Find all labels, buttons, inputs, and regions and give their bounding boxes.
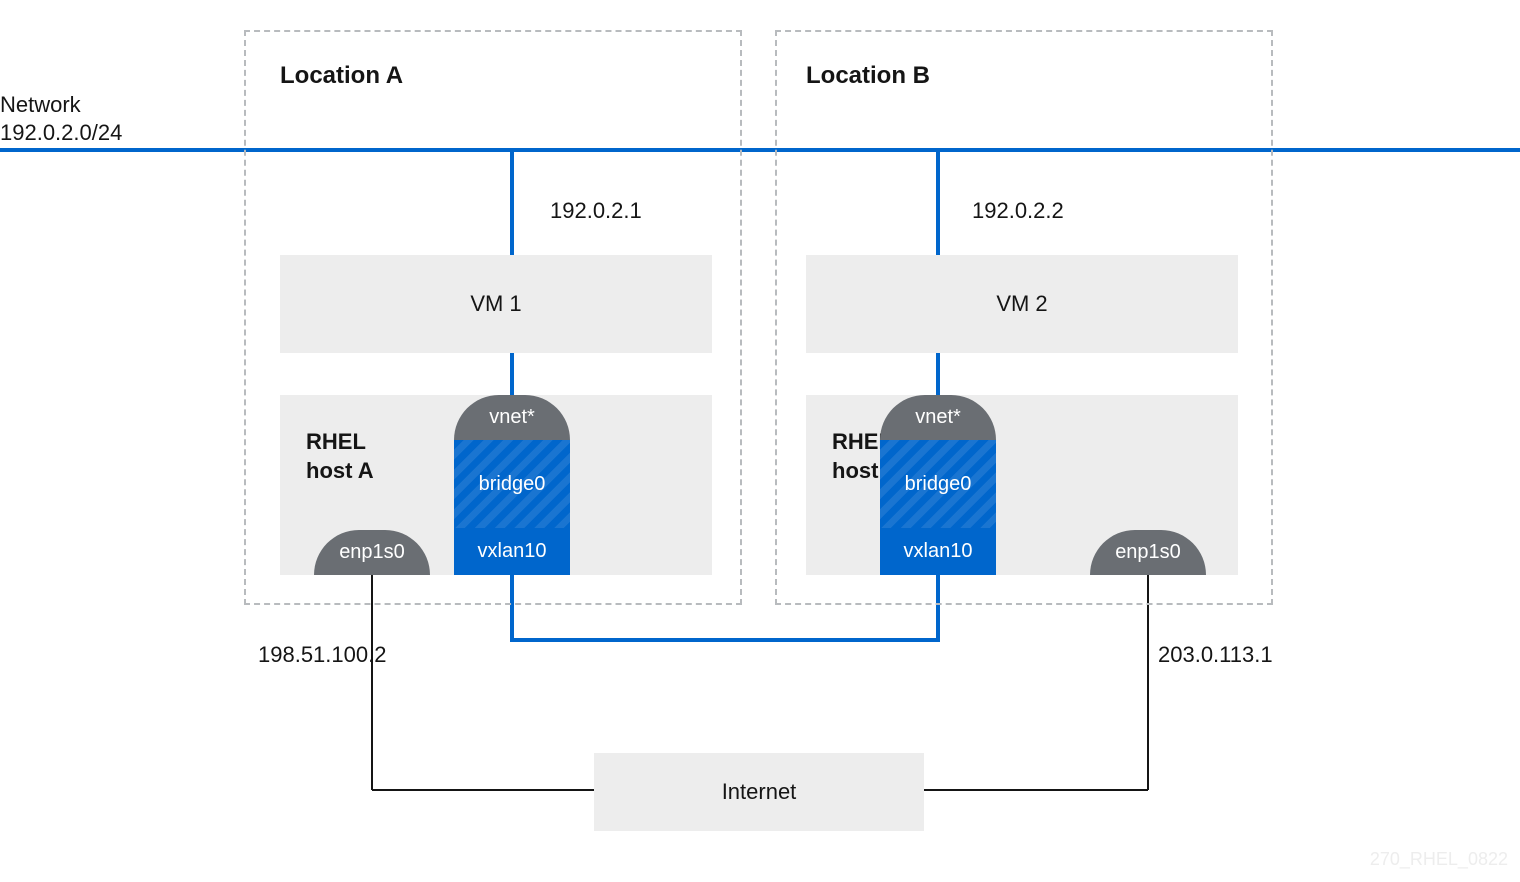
connection-lines — [0, 0, 1520, 882]
vm-b-box: VM 2 — [806, 255, 1238, 353]
vxlan-a-label: vxlan10 — [478, 540, 547, 563]
vxlan-b-label: vxlan10 — [904, 540, 973, 563]
loc-a-ip-bottom: 198.51.100.2 — [258, 642, 386, 668]
vxlan-a: vxlan10 — [454, 528, 570, 575]
loc-a-ip-top: 192.0.2.1 — [550, 198, 642, 224]
location-a-title: Location A — [280, 62, 403, 90]
internet-box: Internet — [594, 753, 924, 831]
network-title: Network — [0, 92, 81, 118]
vnet-b-label: vnet* — [915, 406, 961, 429]
vnet-a-label: vnet* — [489, 406, 535, 429]
vm-a-label: VM 1 — [470, 291, 521, 317]
bridge-a-label: bridge0 — [479, 473, 546, 496]
loc-b-ip-top: 192.0.2.2 — [972, 198, 1064, 224]
bridge-b: bridge0 — [880, 440, 996, 528]
bridge-b-label: bridge0 — [905, 473, 972, 496]
watermark: 270_RHEL_0822 — [1370, 849, 1508, 870]
enp-b-label: enp1s0 — [1115, 541, 1181, 564]
vm-b-label: VM 2 — [996, 291, 1047, 317]
vm-a-box: VM 1 — [280, 255, 712, 353]
enp-a-label: enp1s0 — [339, 541, 405, 564]
network-cidr: 192.0.2.0/24 — [0, 120, 122, 146]
bridge-a: bridge0 — [454, 440, 570, 528]
location-b-title: Location B — [806, 62, 930, 90]
internet-label: Internet — [722, 779, 797, 805]
host-a-label: RHEL host A — [306, 428, 374, 485]
diagram-canvas: Network 192.0.2.0/24 Location A Location… — [0, 0, 1520, 882]
vxlan-b: vxlan10 — [880, 528, 996, 575]
loc-b-ip-bottom: 203.0.113.1 — [1158, 642, 1273, 668]
